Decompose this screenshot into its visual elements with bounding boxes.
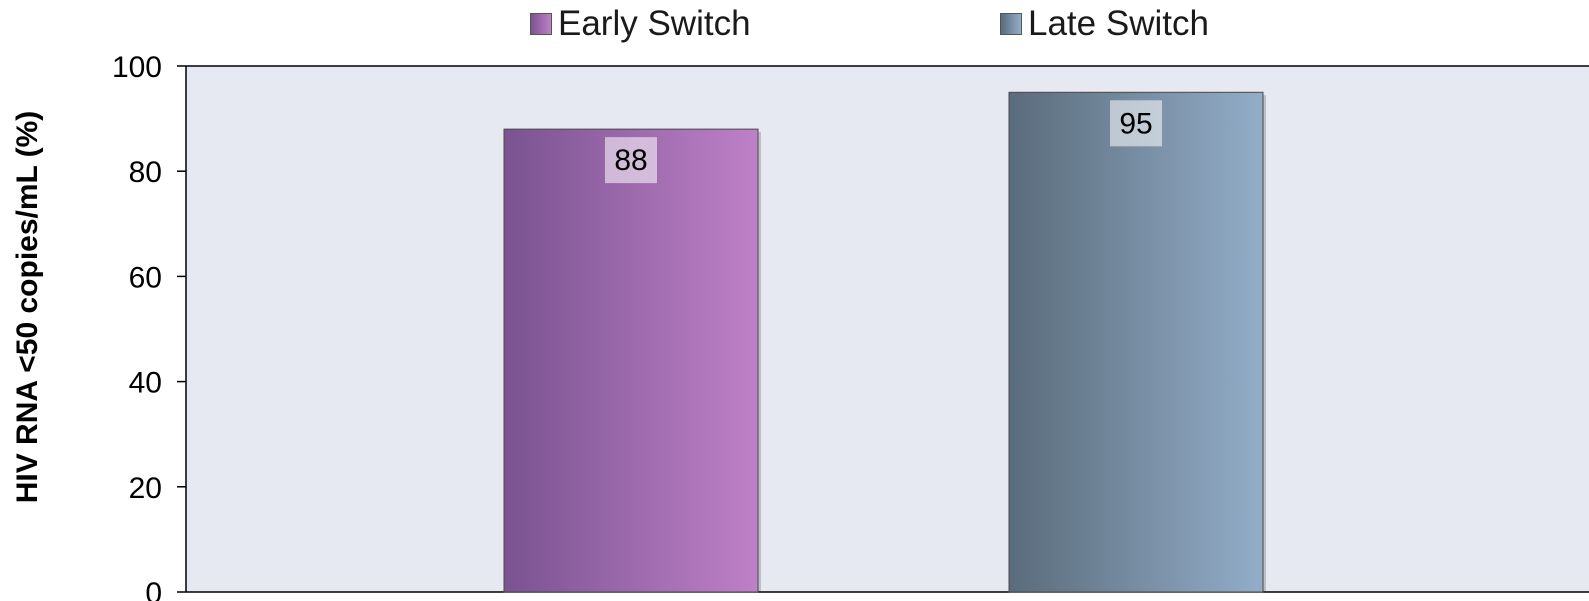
y-tick-label: 0 (145, 577, 162, 601)
plot-area (186, 66, 1589, 592)
legend-swatch-early-switch (530, 13, 552, 35)
data-label: 88 (614, 144, 647, 177)
legend-label-late-switch: Late Switch (1028, 4, 1209, 43)
y-tick-label: 40 (129, 367, 162, 400)
legend-swatch-late-switch (1000, 13, 1022, 35)
y-tick-label: 20 (129, 472, 162, 505)
y-tick-label: 80 (129, 156, 162, 189)
legend-item-late-switch: Late Switch (1000, 4, 1209, 44)
y-tick-label: 100 (112, 51, 162, 84)
data-label: 95 (1119, 107, 1152, 140)
legend-label-early-switch: Early Switch (558, 4, 751, 43)
bar-early-switch (503, 128, 759, 593)
bar-late-switch (1008, 91, 1264, 593)
legend: Early Switch Late Switch (0, 4, 1589, 46)
legend-item-early-switch: Early Switch (530, 4, 751, 44)
data-label-box (1110, 100, 1162, 147)
data-label-box (605, 137, 657, 184)
y-tick-label: 60 (129, 261, 162, 294)
